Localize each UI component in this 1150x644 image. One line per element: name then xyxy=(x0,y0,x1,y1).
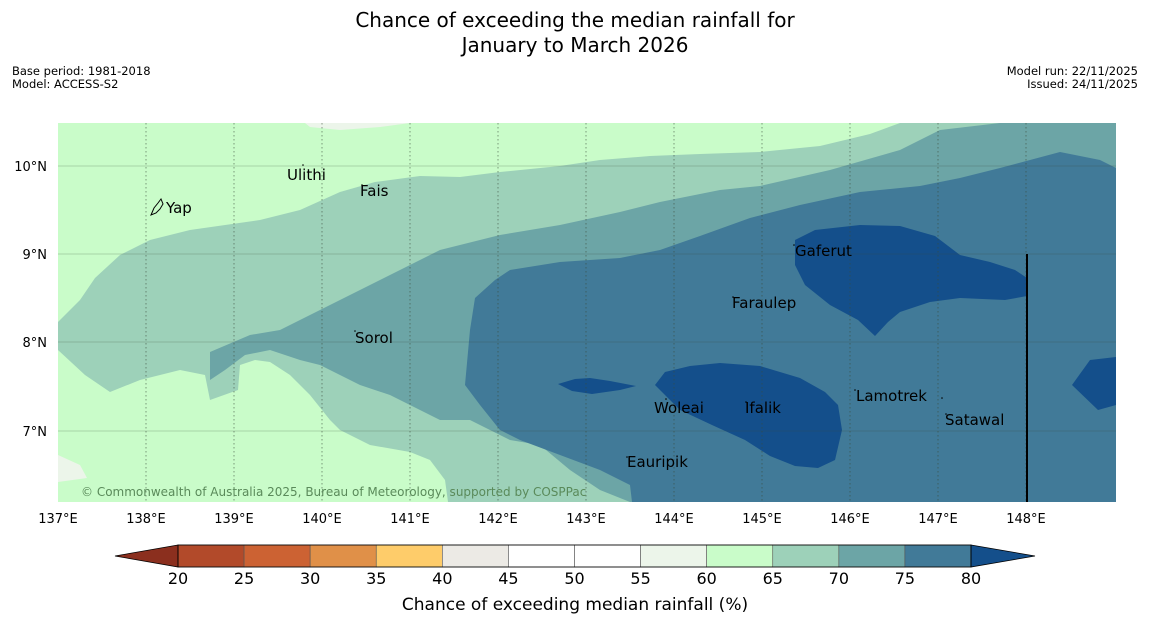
band-75-80 xyxy=(465,152,1116,502)
base-period: Base period: 1981-2018 xyxy=(12,64,151,78)
colorbar-tick-label: 70 xyxy=(829,569,849,588)
colorbar-tick-label: 60 xyxy=(696,569,716,588)
colorbar-cell xyxy=(177,544,245,568)
place-woleai: Woleai xyxy=(654,399,704,417)
colorbar-cell xyxy=(904,544,972,568)
rainfall-map: Ulithi Fais Yap Gaferut Faraulep Sorol L… xyxy=(58,123,1116,502)
lat-label-8: 8°N xyxy=(23,336,48,351)
model-name: Model: ACCESS-S2 xyxy=(12,77,119,91)
lon-label-146: 146°E xyxy=(830,512,870,527)
band-above-80-small xyxy=(558,378,636,394)
lon-label-148: 148°E xyxy=(1006,512,1046,527)
lon-label-145: 145°E xyxy=(742,512,782,527)
issued-date: Issued: 24/11/2025 xyxy=(1027,77,1138,91)
colorbar-ticks: 20 25 30 35 40 45 50 55 60 65 70 75 80 xyxy=(168,569,981,588)
colorbar-tick-label: 80 xyxy=(961,569,981,588)
model-run: Model run: 22/11/2025 xyxy=(1006,64,1138,78)
yap-island-outline xyxy=(150,197,164,216)
place-fais: Fais xyxy=(360,182,389,200)
lon-label-138: 138°E xyxy=(126,512,166,527)
colorbar-cell xyxy=(442,544,509,568)
place-labels: Ulithi Fais Yap Gaferut Faraulep Sorol L… xyxy=(165,166,1004,471)
band-above-80-center xyxy=(655,363,842,468)
colorbar-tick-label: 55 xyxy=(630,569,650,588)
colorbar-tick-label: 25 xyxy=(234,569,254,588)
colorbar-tick-label: 50 xyxy=(564,569,584,588)
lon-label-139: 139°E xyxy=(214,512,254,527)
colorbar: 20 25 30 35 40 45 50 55 60 65 70 75 80 Chance of exc… xyxy=(114,544,1036,615)
place-ifalik: Ifalik xyxy=(745,399,781,417)
lat-label-10: 10°N xyxy=(14,160,47,175)
place-eauripik: Eauripik xyxy=(627,453,688,471)
colorbar-cell xyxy=(375,544,443,568)
island-markers xyxy=(302,164,947,458)
colorbar-tick-label: 75 xyxy=(895,569,915,588)
lon-label-147: 147°E xyxy=(918,512,958,527)
colorbar-cell xyxy=(574,544,641,568)
latitude-lines xyxy=(58,165,1116,432)
lon-label-140: 140°E xyxy=(302,512,342,527)
colorbar-cell xyxy=(309,544,377,568)
colorbar-extend-low xyxy=(114,544,179,568)
place-lamotrek: Lamotrek xyxy=(856,387,927,405)
base-period-info: Base period: 1981-2018 Model: ACCESS-S2 xyxy=(12,65,151,91)
colorbar-tick-label: 40 xyxy=(432,569,452,588)
place-ulithi: Ulithi xyxy=(287,166,326,184)
longitude-axis: 137°E 138°E 139°E 140°E 141°E 142°E 143°… xyxy=(38,512,1046,527)
colorbar-cell xyxy=(640,544,707,568)
lon-label-143: 143°E xyxy=(566,512,606,527)
colorbar-extend-high xyxy=(970,544,1036,568)
place-faraulep: Faraulep xyxy=(732,294,796,312)
title-line-2: January to March 2026 xyxy=(461,33,689,57)
colorbar-cell xyxy=(838,544,906,568)
lat-label-9: 9°N xyxy=(23,248,48,263)
colorbar-tick-label: 30 xyxy=(300,569,320,588)
model-run-info: Model run: 22/11/2025 Issued: 24/11/2025 xyxy=(1007,65,1138,91)
place-yap: Yap xyxy=(165,199,192,217)
colorbar-cells xyxy=(177,544,972,568)
colorbar-tick-label: 45 xyxy=(498,569,518,588)
band-above-80-edge xyxy=(1072,357,1116,410)
title-line-1: Chance of exceeding the median rainfall … xyxy=(355,8,795,32)
place-gaferut: Gaferut xyxy=(795,242,852,260)
lat-label-7: 7°N xyxy=(23,425,48,440)
colorbar-outline xyxy=(177,544,972,568)
map-title: Chance of exceeding the median rainfall … xyxy=(0,8,1150,58)
colorbar-title: Chance of exceeding median rainfall (%) xyxy=(402,595,748,615)
colorbar-cell xyxy=(706,544,774,568)
lon-label-142: 142°E xyxy=(478,512,518,527)
place-satawal: Satawal xyxy=(945,411,1004,429)
place-sorol: Sorol xyxy=(355,329,393,347)
lon-label-141: 141°E xyxy=(390,512,430,527)
lon-label-137: 137°E xyxy=(38,512,78,527)
lon-label-144: 144°E xyxy=(654,512,694,527)
latitude-axis: 10°N 9°N 8°N 7°N xyxy=(14,160,47,440)
colorbar-tick-label: 35 xyxy=(366,569,386,588)
colorbar-tick-label: 20 xyxy=(168,569,188,588)
colorbar-cell xyxy=(772,544,840,568)
colorbar-tick-label: 65 xyxy=(763,569,783,588)
colorbar-cell xyxy=(508,544,575,568)
copyright-notice: © Commonwealth of Australia 2025, Bureau… xyxy=(81,485,586,499)
band-above-80-east xyxy=(795,225,1027,336)
colorbar-cell xyxy=(243,544,311,568)
